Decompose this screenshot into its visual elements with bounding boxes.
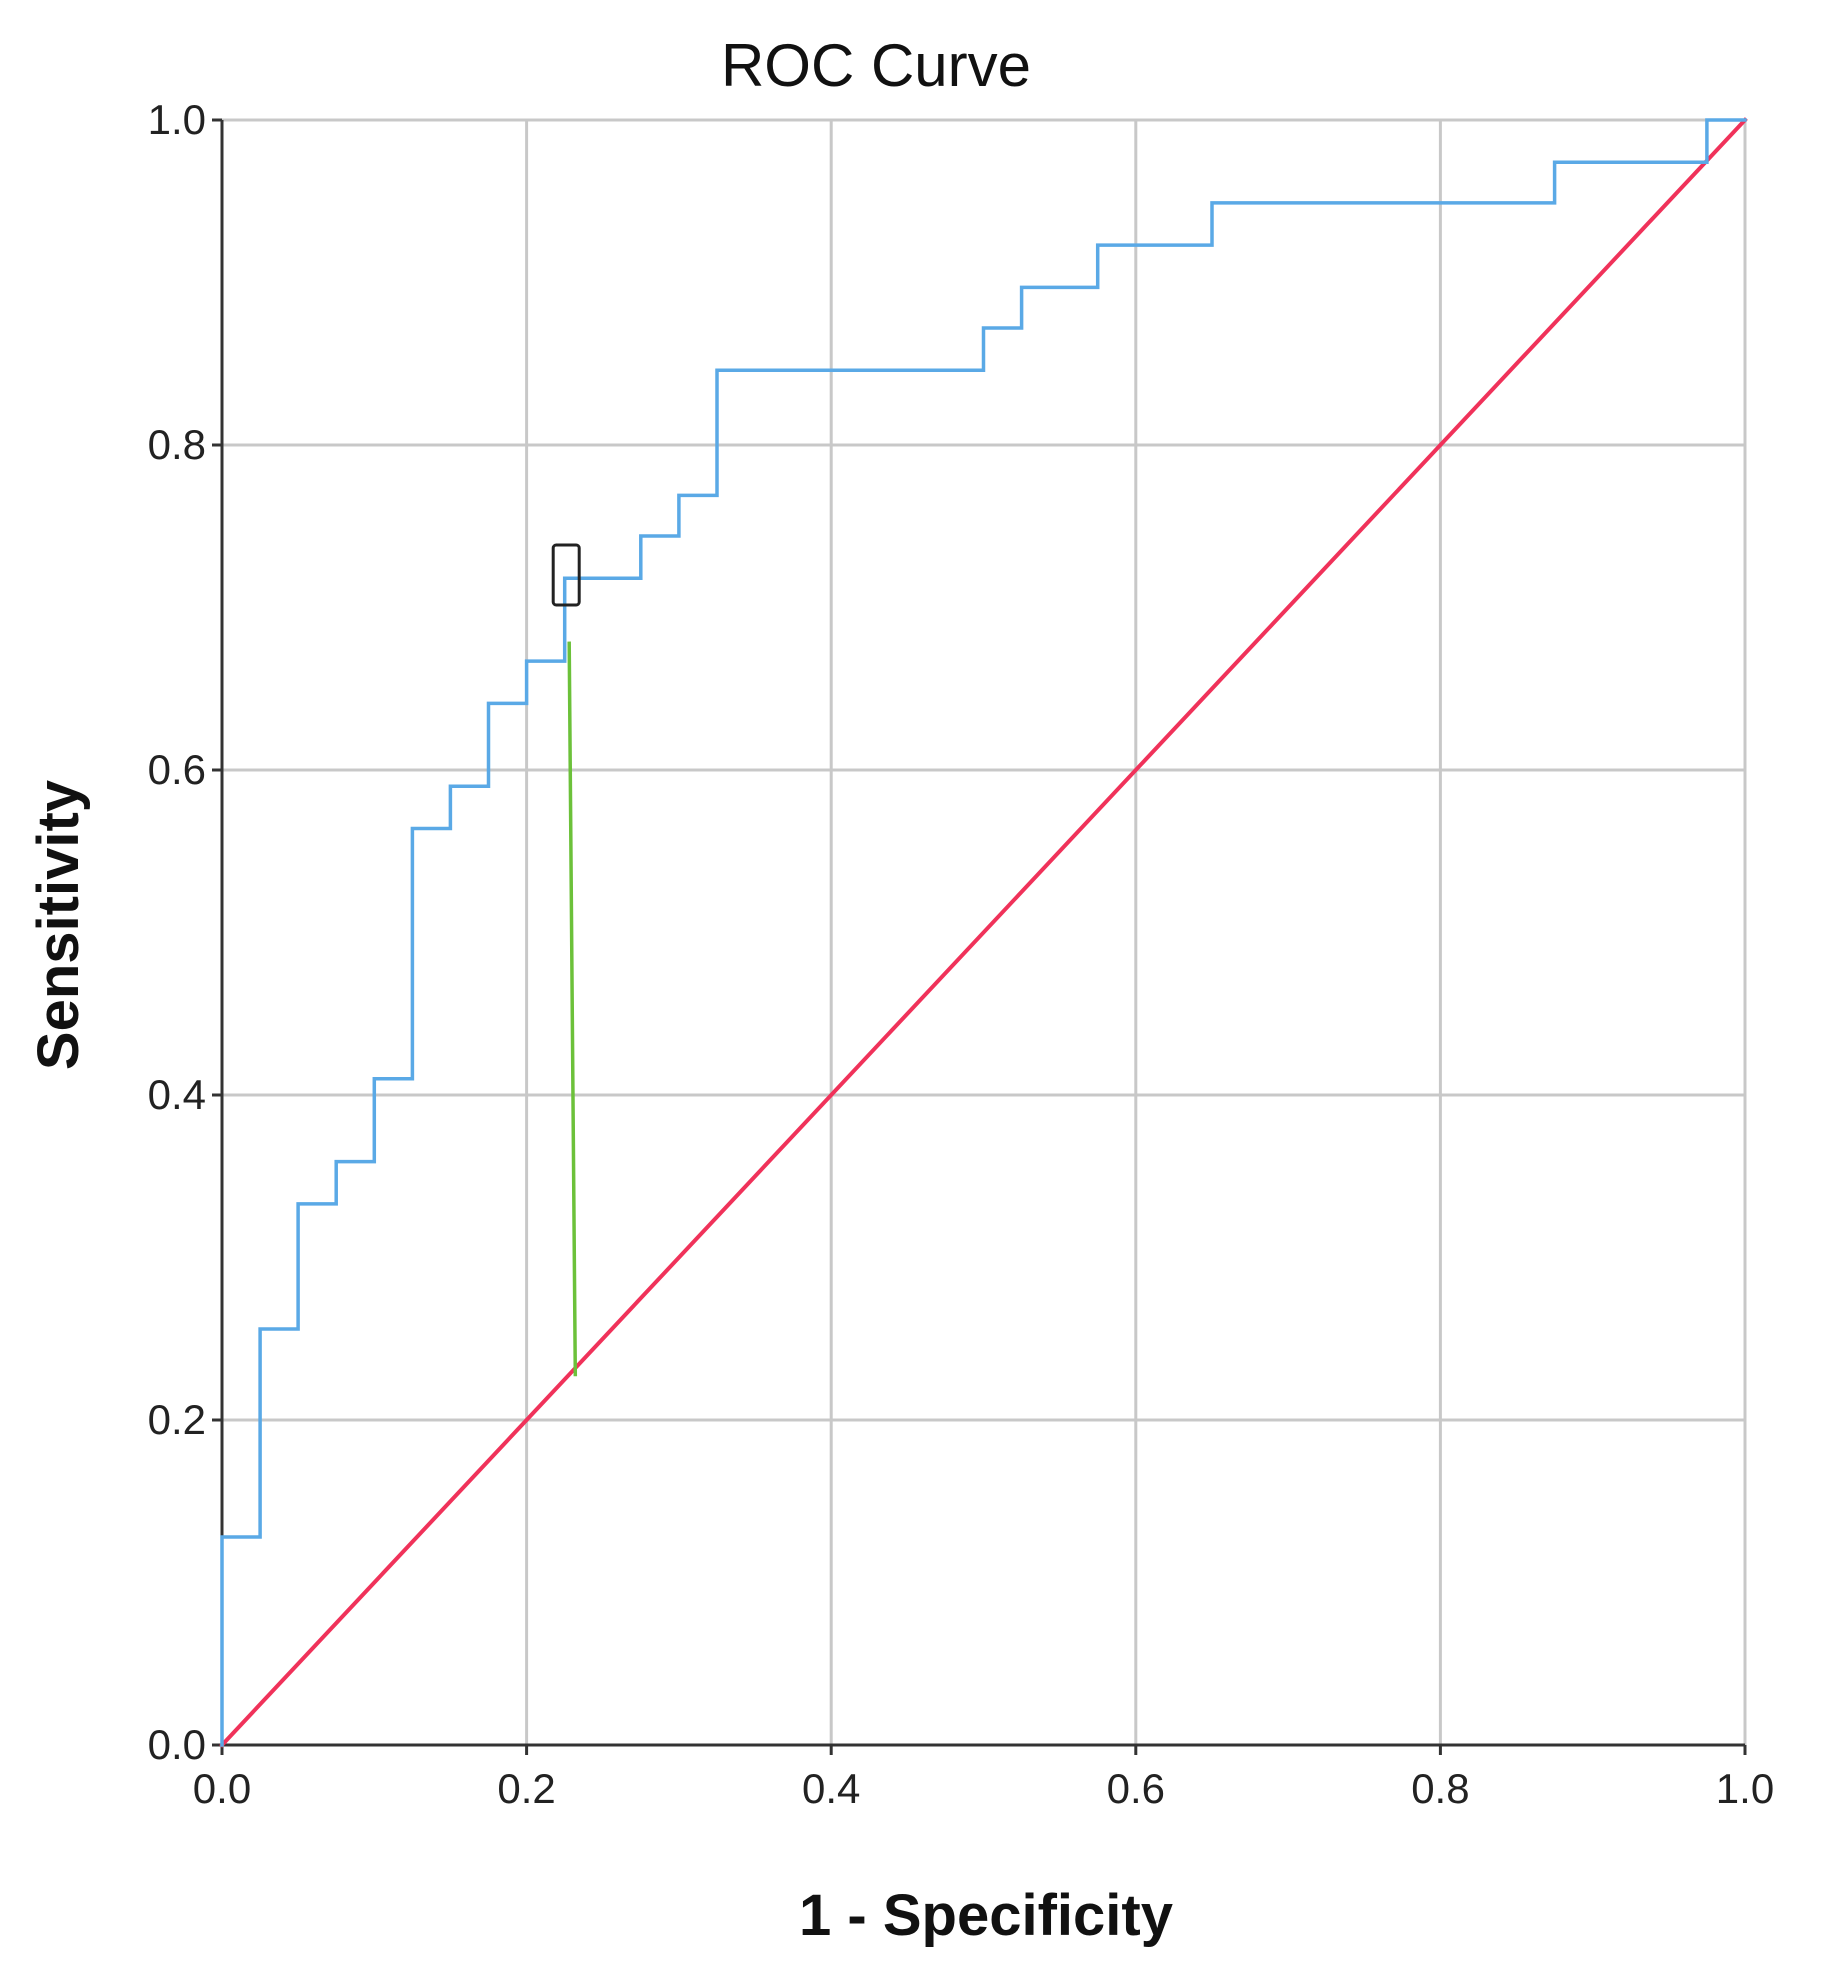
y-tick-label: 0.8: [148, 421, 206, 468]
youden-index-line: [567, 641, 578, 1377]
y-tick-label: 1.0: [148, 96, 206, 143]
x-tick-label: 0.8: [1411, 1765, 1469, 1812]
grid-lines: [222, 118, 1747, 1745]
y-tick-label: 0.4: [148, 1071, 206, 1118]
x-tick-label: 1.0: [1716, 1765, 1774, 1812]
chart-title: ROC Curve: [721, 32, 1031, 99]
series-group: [219, 117, 1748, 1748]
roc-curve-line: [220, 118, 1747, 1747]
y-axis-title: Sensitivity: [26, 780, 91, 1070]
reference-diagonal-line: [219, 117, 1748, 1748]
axes: [212, 118, 1747, 1755]
tick-labels: 0.0 0.2 0.4 0.6 0.8 1.0 0.0 0.2 0.4 0.6 0.8 1.0: [148, 96, 1775, 1812]
x-tick-label: 0.0: [193, 1765, 251, 1812]
y-tick-label: 0.6: [148, 746, 206, 793]
y-tick-label: 0.2: [148, 1396, 206, 1443]
x-tick-label: 0.2: [497, 1765, 555, 1812]
annotations-group: [551, 543, 581, 607]
optimal-cutoff-marker: [551, 543, 581, 607]
x-axis-title: 1 - Specificity: [799, 1883, 1173, 1948]
x-tick-label: 0.6: [1107, 1765, 1165, 1812]
x-tick-label: 0.4: [802, 1765, 860, 1812]
y-tick-label: 0.0: [148, 1721, 206, 1768]
